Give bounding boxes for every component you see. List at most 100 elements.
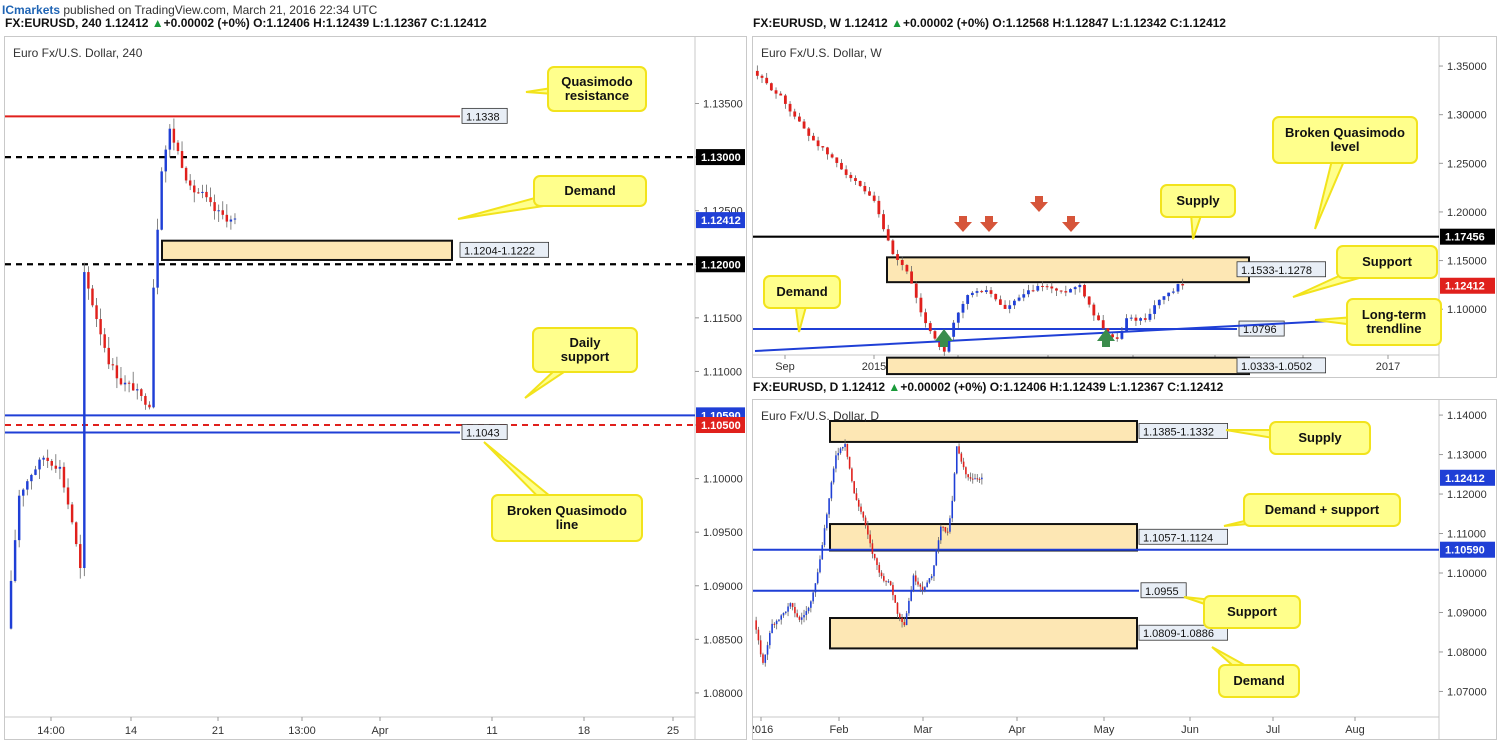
candle-body [933, 331, 937, 339]
daily-chart-svg[interactable]: 1.14000 1.13000 1.12000 1.11000 1.10000 1.090… [753, 400, 1496, 739]
candle-body [867, 525, 869, 535]
candle-body [858, 180, 862, 186]
y-tick-label: 1.12000 [1447, 489, 1487, 501]
y-tick-label: 1.15000 [1447, 256, 1487, 268]
candle-body [1022, 294, 1026, 298]
price-tag [1440, 469, 1495, 486]
zone-label: 1.0333-1.0502 [1236, 357, 1326, 374]
candle-body [869, 534, 871, 544]
candle-body [766, 645, 769, 655]
h4-chart-panel[interactable]: 1.135001.130001.125001.120001.115001.110… [4, 36, 747, 740]
x-tick-label: 2016 [753, 724, 773, 736]
y-tick-label: 1.08500 [703, 634, 743, 646]
daily-header: FX:EURUSD, D 1.12412 ▲+0.00002 (+0%) O:1… [753, 380, 1224, 394]
price-tag-label: 1.12000 [701, 259, 741, 271]
candle-body [1153, 305, 1157, 314]
callout-box [1243, 493, 1401, 527]
candle-body [209, 197, 212, 203]
price-tag [1440, 228, 1495, 245]
candle-body [919, 584, 922, 587]
y-tick-label: 1.08000 [1447, 647, 1487, 659]
candle-body [1171, 291, 1175, 293]
weekly-chart-panel[interactable]: 1.35000 1.30000 1.25000 1.20000 1.15000 1.100… [752, 36, 1497, 378]
red-arrow-icon [1062, 216, 1080, 232]
callout-text: line [556, 517, 578, 532]
callout-text: support [561, 349, 610, 364]
candle-body [775, 620, 778, 625]
change-value: +0.00002 (+0%) [163, 16, 250, 30]
candle-body [877, 200, 881, 215]
candle-body [1078, 284, 1082, 288]
candle-body [975, 291, 979, 293]
brand-name[interactable]: ICmarkets [2, 3, 61, 17]
candle-body [765, 77, 769, 84]
zone-label-text: 1.0809-1.0886 [1143, 628, 1214, 640]
candle-body [891, 240, 895, 255]
x-tick-label: Apr [1008, 724, 1025, 736]
y-tick-label: 1.10000 [703, 474, 743, 486]
candle-body [757, 629, 760, 641]
high-value: 1.12439 [1062, 380, 1106, 394]
candle-body [924, 312, 927, 324]
candle-body [13, 540, 17, 581]
weekly-chart-svg[interactable]: 1.35000 1.30000 1.25000 1.20000 1.15000 1.100… [753, 37, 1496, 377]
candle-body [823, 528, 826, 546]
daily-chart-panel[interactable]: 1.14000 1.13000 1.12000 1.11000 1.10000 1.090… [752, 399, 1497, 740]
candle-body [1055, 288, 1058, 291]
candle-body [912, 575, 915, 590]
zone-label-text: 1.0333-1.0502 [1241, 361, 1312, 373]
candle-body [9, 580, 13, 629]
candle-body [903, 622, 906, 626]
candle-body [807, 128, 811, 136]
weekly-header: FX:EURUSD, W 1.12412 ▲+0.00002 (+0%) O:1… [753, 16, 1226, 30]
candle-body [164, 149, 167, 172]
callout-text: Broken Quasimodo [1285, 125, 1405, 140]
zone-label-text: 1.1385-1.1332 [1143, 426, 1214, 438]
close-value: 1.12412 [1182, 16, 1226, 30]
zone-label-box [1138, 624, 1228, 641]
candle-body [924, 587, 926, 591]
y-tick-label: 1.20000 [1447, 207, 1487, 219]
candle-body [873, 553, 876, 559]
price-tag-label: 1.13000 [701, 152, 741, 164]
publisher-bar: ICmarkets published on TradingView.com, … [0, 0, 1499, 20]
zone-label-text: 1.1057-1.1124 [1143, 532, 1213, 544]
change-value: +0.00002 (+0%) [902, 16, 990, 30]
candle-body [180, 151, 184, 168]
symbol-label: FX:EURUSD, W [753, 16, 841, 30]
price-tag-label: 1.17456 [1445, 232, 1485, 244]
candle-body [965, 467, 967, 475]
candle-body [62, 466, 66, 488]
candle-body [764, 654, 767, 663]
candle-body [793, 111, 797, 117]
candle-body [152, 287, 155, 408]
candle-body [971, 478, 974, 480]
candle-body [812, 135, 815, 141]
candle-body [919, 297, 923, 313]
y-tick-label: 1.13500 [703, 99, 743, 111]
candle-body [136, 389, 139, 391]
y-tick-label: 1.08000 [703, 688, 743, 700]
callout-text: trendline [1367, 321, 1422, 336]
candle-body [188, 180, 192, 186]
h4-chart-svg[interactable]: 1.135001.130001.125001.120001.115001.110… [5, 37, 746, 739]
candle-body [946, 531, 949, 533]
y-tick-label: 1.11500 [703, 313, 742, 325]
price-tag [1440, 541, 1495, 558]
high-value: 1.12847 [1065, 16, 1109, 30]
y-tick-label: 1.09000 [703, 581, 743, 593]
callout-text: Supply [1298, 430, 1342, 445]
callout-note: Support [1292, 245, 1438, 298]
candle-body [958, 446, 960, 454]
candle-body [905, 265, 909, 272]
candle-body [935, 550, 938, 566]
zone-rect [829, 523, 1138, 552]
candle-body [193, 185, 196, 193]
candle-body [798, 116, 801, 122]
candle-body [812, 592, 814, 602]
x-tick-label: 14:00 [37, 725, 65, 737]
long-term-trendline [754, 319, 1350, 352]
callout-note: Demand + support [1223, 493, 1401, 527]
candle-body [221, 210, 224, 215]
candle-body [1087, 296, 1091, 305]
